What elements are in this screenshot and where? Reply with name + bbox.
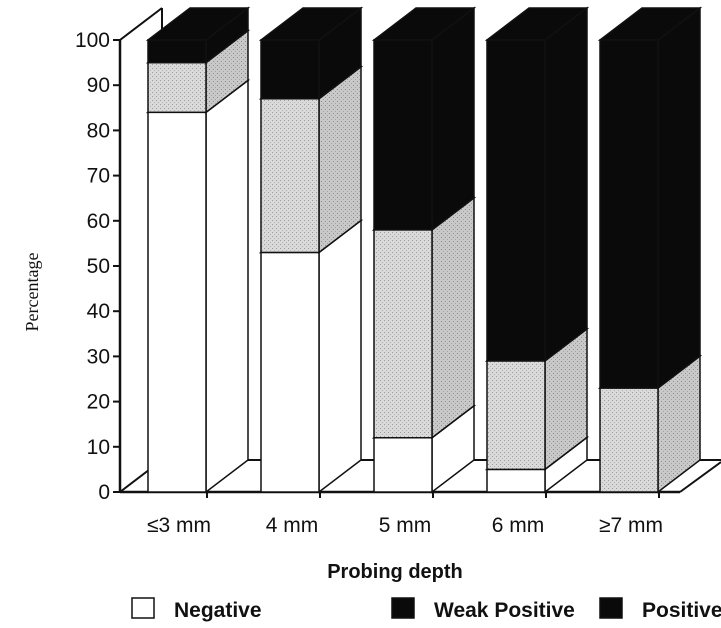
bar-segment-positive <box>484 6 590 363</box>
legend-item: Weak Positive <box>391 597 575 622</box>
y-axis: 0 10 20 30 40 50 60 70 80 90 100 <box>75 29 120 504</box>
y-tick: 60 <box>87 210 120 233</box>
y-tick-label: 30 <box>87 345 110 368</box>
x-tick-label: 6 mm <box>492 514 545 537</box>
y-tick-label: 80 <box>87 119 110 142</box>
legend-label: Positive <box>642 599 721 622</box>
legend-label: Negative <box>174 599 262 622</box>
y-tick: 30 <box>87 345 120 368</box>
bar-segment-negative <box>258 218 364 494</box>
bar-stack <box>145 6 251 494</box>
y-tick: 10 <box>87 436 120 459</box>
y-tick-label: 20 <box>87 391 110 414</box>
y-tick: 100 <box>75 29 120 52</box>
y-tick-label: 10 <box>87 436 110 459</box>
legend-swatch <box>391 597 415 619</box>
y-tick-label: 90 <box>87 74 110 97</box>
bar-stack <box>597 6 703 494</box>
legend-item: Positive <box>599 597 721 622</box>
y-tick: 50 <box>87 255 120 278</box>
legend-swatch <box>599 597 623 619</box>
bar-segment-positive <box>371 6 477 232</box>
y-tick-label: 0 <box>98 481 110 504</box>
y-tick: 20 <box>87 391 120 414</box>
bar-stack <box>371 6 477 494</box>
legend-swatch <box>131 597 155 619</box>
y-tick-label: 70 <box>87 165 110 188</box>
y-tick-label: 50 <box>87 255 110 278</box>
y-tick: 40 <box>87 300 120 323</box>
bar-segment-weak-positive <box>371 196 477 440</box>
bar-segment-positive <box>258 6 364 101</box>
legend: Negative Weak Positive Positive <box>131 597 721 622</box>
y-tick-label: 40 <box>87 300 110 323</box>
bar-stack <box>484 6 590 494</box>
x-tick-label: 4 mm <box>266 514 319 537</box>
y-tick-label: 100 <box>75 29 110 52</box>
bar-stack <box>258 6 364 494</box>
legend-label: Weak Positive <box>434 599 575 622</box>
bar-segment-positive <box>145 6 251 65</box>
bar-segment-positive <box>597 6 703 390</box>
y-tick-label: 60 <box>87 210 110 233</box>
x-axis: ≤3 mm 4 mm 5 mm 6 mm ≥7 mm <box>147 492 663 537</box>
y-tick: 0 <box>98 481 120 504</box>
y-tick: 70 <box>87 165 120 188</box>
bar-segment-negative <box>145 78 251 494</box>
bars <box>145 6 703 494</box>
x-axis-label: Probing depth <box>327 561 463 583</box>
legend-item: Negative <box>131 597 262 622</box>
y-tick: 80 <box>87 119 120 142</box>
x-tick-label: ≤3 mm <box>147 514 211 537</box>
y-axis-label: Percentage <box>22 253 42 332</box>
x-tick-label: ≥7 mm <box>599 514 663 537</box>
x-tick-label: 5 mm <box>379 514 432 537</box>
y-tick: 90 <box>87 74 120 97</box>
